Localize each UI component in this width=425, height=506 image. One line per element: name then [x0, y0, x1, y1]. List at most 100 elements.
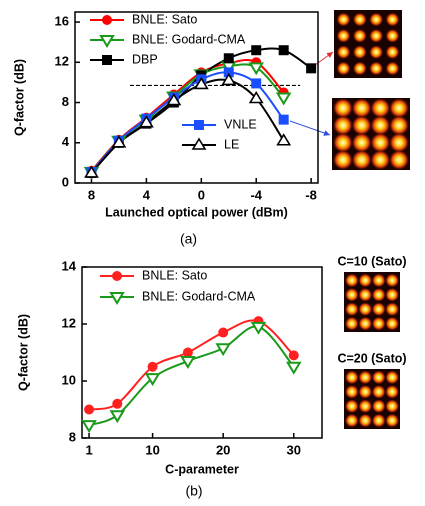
constellation-point [385, 13, 399, 27]
legend-marker [102, 15, 112, 25]
constellation-point [353, 13, 367, 27]
figure: 0481216840-4-8Launched optical power (dB… [0, 0, 425, 506]
legend-marker [102, 55, 112, 65]
y-tick-label: 8 [69, 429, 76, 444]
constellation-point [345, 399, 359, 413]
constellation-point [385, 399, 399, 413]
series-line [89, 320, 294, 409]
constellation-point [385, 385, 399, 399]
y-axis-label: Q-factor (dB) [16, 314, 30, 391]
marker [218, 328, 228, 338]
constellation-point [353, 29, 367, 43]
constellation-point [358, 370, 372, 384]
constellation-point [337, 29, 351, 43]
marker [183, 348, 193, 358]
legend-marker [194, 120, 204, 130]
arrow [290, 121, 330, 135]
image-label: C=10 (Sato) [337, 254, 406, 268]
constellation-point [372, 288, 386, 302]
constellation-point [358, 385, 372, 399]
constellation-point [358, 302, 372, 316]
constellation-point [353, 45, 367, 59]
marker [251, 45, 261, 55]
constellation-point [385, 288, 399, 302]
constellation-point [345, 273, 359, 287]
constellation-point [358, 288, 372, 302]
constellation-point [353, 61, 367, 75]
constellation-point [358, 317, 372, 331]
constellation-point [369, 61, 383, 75]
constellation-point [345, 317, 359, 331]
constellation-point [337, 61, 351, 75]
constellation-point [333, 115, 353, 135]
x-tick-label: 10 [145, 442, 159, 457]
constellation-point [385, 45, 399, 59]
x-tick-label: 0 [198, 187, 205, 202]
y-tick-label: 12 [55, 54, 69, 69]
constellation-point [370, 98, 390, 118]
marker [84, 405, 94, 415]
y-tick-label: 16 [55, 13, 69, 28]
y-tick-label: 10 [62, 372, 76, 387]
constellation-point [385, 273, 399, 287]
marker [224, 53, 234, 63]
constellation-point [385, 302, 399, 316]
constellation-point [358, 399, 372, 413]
constellation-point [389, 150, 409, 170]
constellation-point [345, 288, 359, 302]
constellation-point [358, 273, 372, 287]
legend-label: BNLE: Sato [142, 268, 207, 282]
constellation-point [352, 115, 372, 135]
constellation-point [345, 302, 359, 316]
marker [278, 94, 290, 104]
constellation-point [389, 133, 409, 153]
legend-label: LE [224, 137, 239, 151]
constellation-point [333, 133, 353, 153]
constellation-point [385, 370, 399, 384]
legend-marker [112, 271, 122, 281]
constellation-point [369, 13, 383, 27]
caption: (a) [180, 231, 197, 247]
constellation-point [333, 150, 353, 170]
constellation-point [385, 414, 399, 428]
constellation-point [370, 115, 390, 135]
constellation-point [337, 45, 351, 59]
constellation-point [389, 98, 409, 118]
legend-label: DBP [132, 52, 158, 66]
constellation-point [372, 385, 386, 399]
constellation-point [333, 98, 353, 118]
marker [289, 350, 299, 360]
constellation-point [370, 150, 390, 170]
marker [288, 363, 300, 373]
y-tick-label: 14 [62, 258, 77, 273]
constellation-point [372, 273, 386, 287]
marker [251, 78, 261, 88]
constellation-point [369, 29, 383, 43]
y-tick-label: 0 [62, 174, 69, 189]
constellation-point [369, 45, 383, 59]
constellation-point [385, 61, 399, 75]
constellation-point [385, 317, 399, 331]
y-tick-label: 4 [62, 134, 70, 149]
constellation-point [372, 399, 386, 413]
constellation-point [345, 370, 359, 384]
x-tick-label: 20 [216, 442, 230, 457]
x-tick-label: -4 [250, 187, 262, 202]
constellation-point [372, 317, 386, 331]
marker [148, 362, 158, 372]
marker [306, 63, 316, 73]
x-axis-label: C-parameter [165, 462, 239, 476]
x-axis-label: Launched optical power (dBm) [105, 205, 288, 219]
constellation-point [372, 302, 386, 316]
constellation-point [352, 98, 372, 118]
y-tick-label: 8 [62, 94, 69, 109]
constellation-point [389, 115, 409, 135]
x-tick-label: -8 [305, 187, 317, 202]
legend-label: VNLE [224, 117, 257, 131]
marker [279, 45, 289, 55]
constellation-point [358, 414, 372, 428]
y-axis-label: Q-factor (dB) [12, 59, 26, 136]
legend-label: BNLE: Godard-CMA [132, 32, 246, 46]
constellation-point [370, 133, 390, 153]
x-tick-label: 30 [287, 442, 301, 457]
